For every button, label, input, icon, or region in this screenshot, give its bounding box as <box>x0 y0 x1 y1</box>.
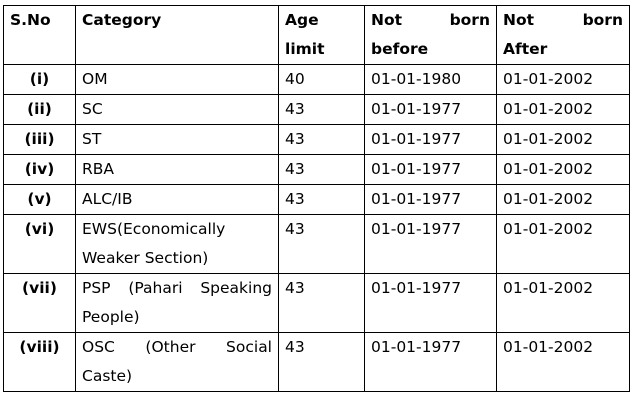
not-born-before-cell: 01-01-1977 <box>364 124 497 155</box>
not-born-before-cell: 01-01-1977 <box>364 94 497 125</box>
category-cell: OSC (Other Social Caste) <box>75 332 279 392</box>
category-line: EWS(Economically <box>82 220 226 238</box>
sno-cell: (v) <box>3 184 76 215</box>
category-line: ALC/IB <box>82 190 133 208</box>
not-born-after-cell: 01-01-2002 <box>496 214 630 274</box>
category-line: Weaker Section) <box>82 249 209 267</box>
category-cell: OM <box>75 64 279 95</box>
category-cell: EWS(Economically Weaker Section) <box>75 214 279 274</box>
sno-cell: (i) <box>3 64 76 95</box>
category-line: ST <box>82 130 102 148</box>
age-limit-table: S.No Category Age limit Not born before … <box>3 5 630 392</box>
age-limit-cell: 43 <box>278 124 365 155</box>
not-born-before-cell: 01-01-1977 <box>364 273 497 333</box>
not-born-after-cell: 01-01-2002 <box>496 184 630 215</box>
table-row: (ii) SC 43 01-01-1977 01-01-2002 <box>3 94 630 125</box>
table-row: (iv) RBA 43 01-01-1977 01-01-2002 <box>3 154 630 185</box>
sno-header: S.No <box>3 5 76 65</box>
age-limit-cell: 43 <box>278 154 365 185</box>
sno-cell: (vii) <box>3 273 76 333</box>
age-limit-cell: 43 <box>278 332 365 392</box>
category-line: OSC (Other Social <box>82 338 272 356</box>
not-born-after-cell: 01-01-2002 <box>496 154 630 185</box>
sno-cell: (ii) <box>3 94 76 125</box>
category-cell: ST <box>75 124 279 155</box>
category-cell: ALC/IB <box>75 184 279 215</box>
not-born-before-cell: 01-01-1977 <box>364 184 497 215</box>
category-line: Caste) <box>82 367 133 385</box>
not-born-after-header: Not born After <box>496 5 630 65</box>
not-born-after-cell: 01-01-2002 <box>496 64 630 95</box>
table-row: (v) ALC/IB 43 01-01-1977 01-01-2002 <box>3 184 630 215</box>
sno-cell: (iv) <box>3 154 76 185</box>
table-row: (iii) ST 43 01-01-1977 01-01-2002 <box>3 124 630 155</box>
not-born-before-cell: 01-01-1977 <box>364 154 497 185</box>
not-born-before-cell: 01-01-1977 <box>364 214 497 274</box>
table-row: (viii) OSC (Other Social Caste) 43 01-01-197… <box>3 332 630 392</box>
age-limit-cell: 43 <box>278 273 365 333</box>
not-born-after-cell: 01-01-2002 <box>496 124 630 155</box>
category-cell: PSP (Pahari Speaking People) <box>75 273 279 333</box>
sno-cell: (viii) <box>3 332 76 392</box>
age-limit-cell: 43 <box>278 94 365 125</box>
not-born-before-header: Not born before <box>364 5 497 65</box>
category-line: SC <box>82 100 103 118</box>
not-born-after-cell: 01-01-2002 <box>496 273 630 333</box>
table-body: (i) OM 40 01-01-1980 01-01-2002 (ii) SC 43 01-01… <box>3 64 630 392</box>
age-limit-header: Age limit <box>278 5 365 65</box>
header-row: S.No Category Age limit Not born before … <box>3 5 630 65</box>
category-line: PSP (Pahari Speaking <box>82 279 272 297</box>
not-born-after-cell: 01-01-2002 <box>496 332 630 392</box>
not-born-before-cell: 01-01-1977 <box>364 332 497 392</box>
sno-cell: (iii) <box>3 124 76 155</box>
not-born-before-cell: 01-01-1980 <box>364 64 497 95</box>
category-line: RBA <box>82 160 115 178</box>
category-cell: RBA <box>75 154 279 185</box>
age-limit-cell: 43 <box>278 214 365 274</box>
age-limit-cell: 43 <box>278 184 365 215</box>
category-cell: SC <box>75 94 279 125</box>
table-row: (vi) EWS(Economically Weaker Section) 43 01-… <box>3 214 630 274</box>
category-line: People) <box>82 308 140 326</box>
table-row: (vii) PSP (Pahari Speaking People) 43 01-01-… <box>3 273 630 333</box>
age-limit-cell: 40 <box>278 64 365 95</box>
not-born-after-cell: 01-01-2002 <box>496 94 630 125</box>
category-line: OM <box>82 70 108 88</box>
sno-cell: (vi) <box>3 214 76 274</box>
category-header: Category <box>75 5 279 65</box>
table-row: (i) OM 40 01-01-1980 01-01-2002 <box>3 64 630 95</box>
